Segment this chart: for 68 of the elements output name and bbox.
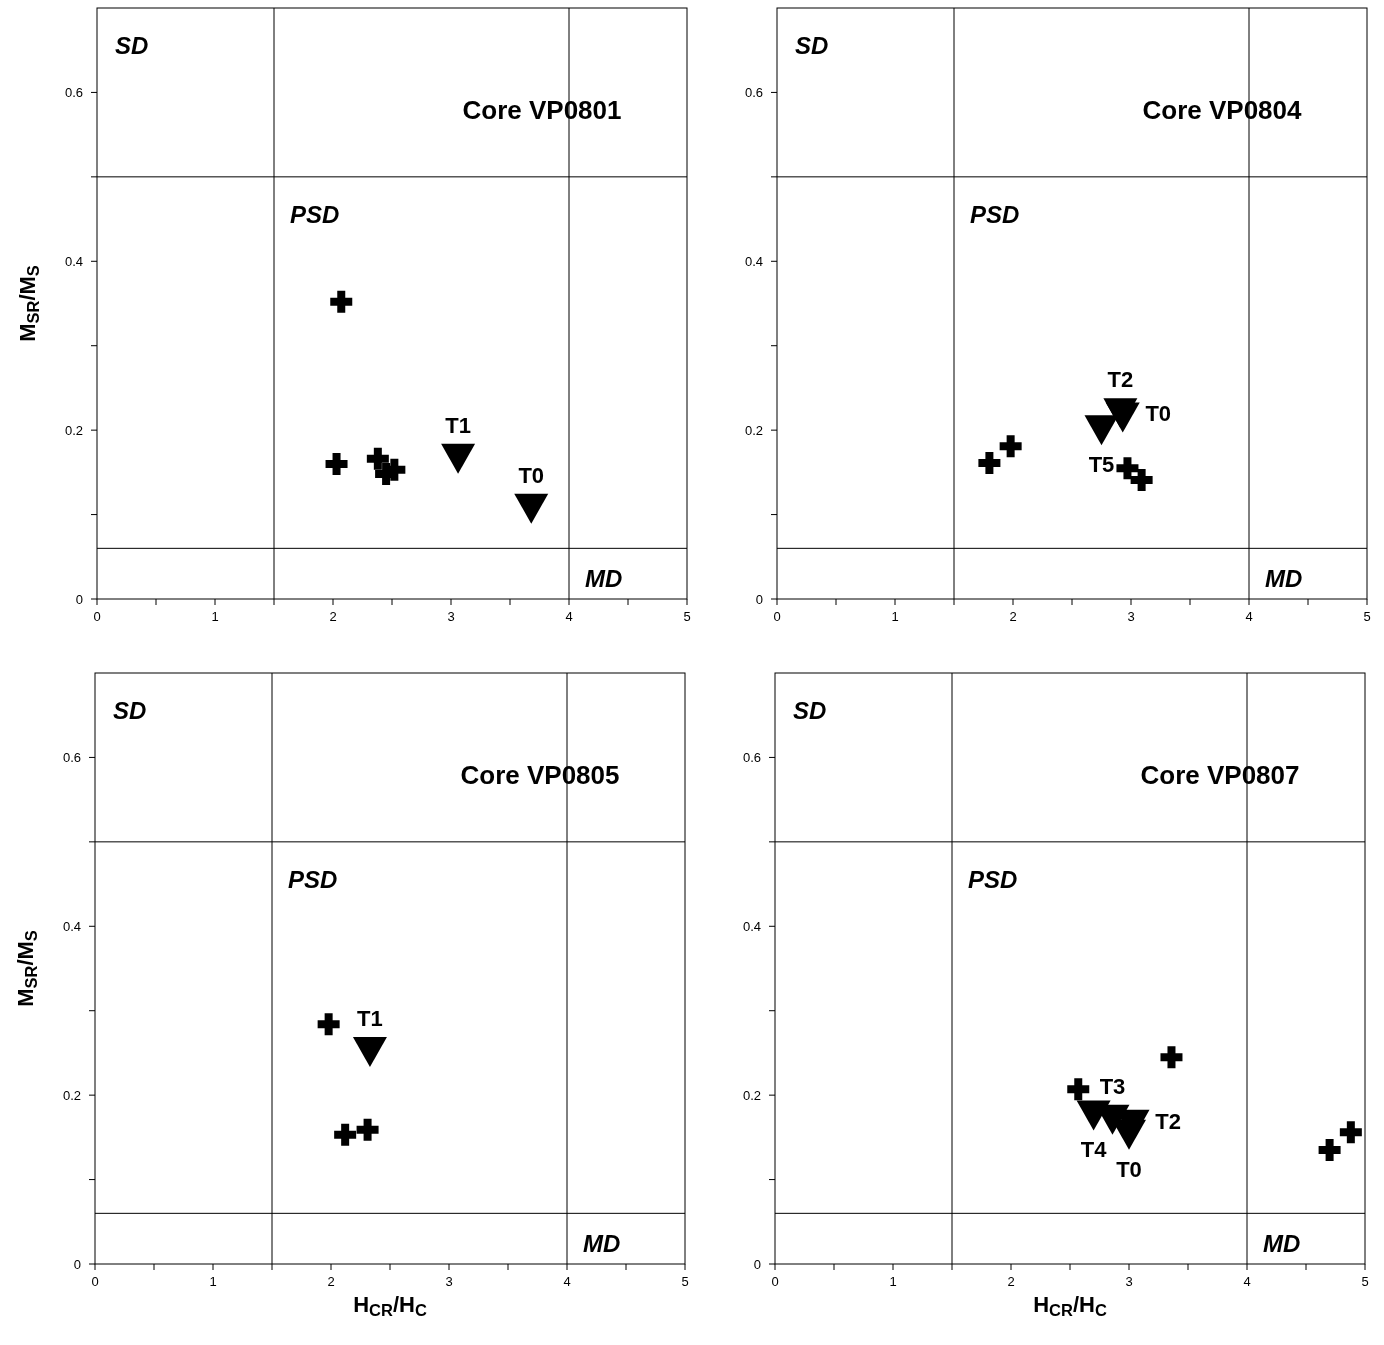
data-label: T5 bbox=[1088, 452, 1115, 478]
y-tick-label: 0.6 bbox=[742, 749, 761, 765]
y-tick-label: 0.4 bbox=[742, 918, 761, 934]
y-tick-label: 0.6 bbox=[744, 84, 763, 100]
annotation: MD bbox=[583, 1230, 621, 1258]
text: Core VP0805 bbox=[460, 760, 620, 790]
y-tick-label: 0 bbox=[753, 1256, 761, 1272]
annotation: MD bbox=[1265, 565, 1303, 593]
annotation: PSD bbox=[288, 866, 338, 894]
x-tick-label: 3 bbox=[1127, 609, 1135, 624]
data-label: T3 bbox=[1099, 1073, 1126, 1099]
y-tick-label: 0.4 bbox=[744, 253, 763, 269]
x-tick-label: 4 bbox=[1243, 1274, 1251, 1289]
annotation: SD bbox=[793, 697, 827, 725]
x-tick-label: 0 bbox=[773, 609, 781, 624]
x-tick-label: 2 bbox=[1007, 1274, 1015, 1289]
x-tick-label: 0 bbox=[771, 1274, 779, 1289]
text: Core VP0801 bbox=[462, 95, 622, 125]
x-axis-title: H$_{CR}$/H$_{C}$ bbox=[1033, 1292, 1107, 1320]
data-label: T0 bbox=[518, 462, 545, 488]
data-label: T0 bbox=[1116, 1156, 1142, 1182]
x-tick-label: 3 bbox=[445, 1274, 453, 1289]
x-tick-label: 5 bbox=[1361, 1274, 1369, 1289]
data-label: T0 bbox=[1145, 401, 1172, 427]
x-axis-title: H$_{CR}$/H$_{C}$ bbox=[353, 1292, 427, 1320]
y-tick-label: 0 bbox=[75, 591, 83, 607]
x-tick-label: 0 bbox=[91, 1274, 99, 1289]
data-label: T2 bbox=[1155, 1108, 1181, 1134]
y-tick-label: 0.4 bbox=[62, 918, 81, 934]
y-tick-label: 0.6 bbox=[62, 749, 81, 765]
y-tick-label: 0.2 bbox=[742, 1087, 761, 1103]
x-tick-label: 2 bbox=[327, 1274, 335, 1289]
data-label: T4 bbox=[1080, 1137, 1108, 1163]
x-tick-label: 4 bbox=[563, 1274, 571, 1289]
annotation: MD bbox=[1263, 1230, 1301, 1258]
text: Core VP0807 bbox=[1140, 760, 1300, 790]
annotation: MD bbox=[585, 565, 623, 593]
x-tick-label: 5 bbox=[1363, 609, 1371, 624]
x-tick-label: 2 bbox=[1009, 609, 1017, 624]
annotation: SD bbox=[113, 697, 147, 725]
data-label: T1 bbox=[357, 1006, 383, 1032]
x-tick-label: 0 bbox=[93, 609, 101, 624]
y-tick-label: 0.6 bbox=[64, 84, 83, 100]
y-tick-label: 0.2 bbox=[744, 422, 763, 438]
x-tick-label: 3 bbox=[1125, 1274, 1133, 1289]
y-tick-label: 0.4 bbox=[64, 253, 83, 269]
x-tick-label: 1 bbox=[891, 609, 899, 624]
x-tick-label: 1 bbox=[209, 1274, 217, 1289]
x-tick-label: 4 bbox=[1245, 609, 1253, 624]
text: Core VP0804 bbox=[1142, 95, 1303, 125]
annotation: PSD bbox=[970, 201, 1020, 229]
y-tick-label: 0 bbox=[73, 1256, 81, 1272]
data-label: T1 bbox=[445, 412, 471, 438]
x-tick-label: 2 bbox=[329, 609, 337, 624]
annotation: SD bbox=[115, 32, 149, 60]
x-tick-label: 3 bbox=[447, 609, 455, 624]
annotation: PSD bbox=[290, 201, 340, 229]
y-tick-label: 0.2 bbox=[64, 422, 83, 438]
data-label: T2 bbox=[1107, 367, 1134, 393]
x-tick-label: 4 bbox=[565, 609, 573, 624]
x-tick-label: 5 bbox=[683, 609, 691, 624]
x-tick-label: 1 bbox=[889, 1274, 897, 1289]
annotation: SD bbox=[795, 32, 829, 60]
y-tick-label: 0 bbox=[755, 591, 763, 607]
annotation: PSD bbox=[968, 866, 1018, 894]
x-tick-label: 1 bbox=[211, 609, 219, 624]
y-tick-label: 0.2 bbox=[62, 1087, 81, 1103]
x-tick-label: 5 bbox=[681, 1274, 689, 1289]
